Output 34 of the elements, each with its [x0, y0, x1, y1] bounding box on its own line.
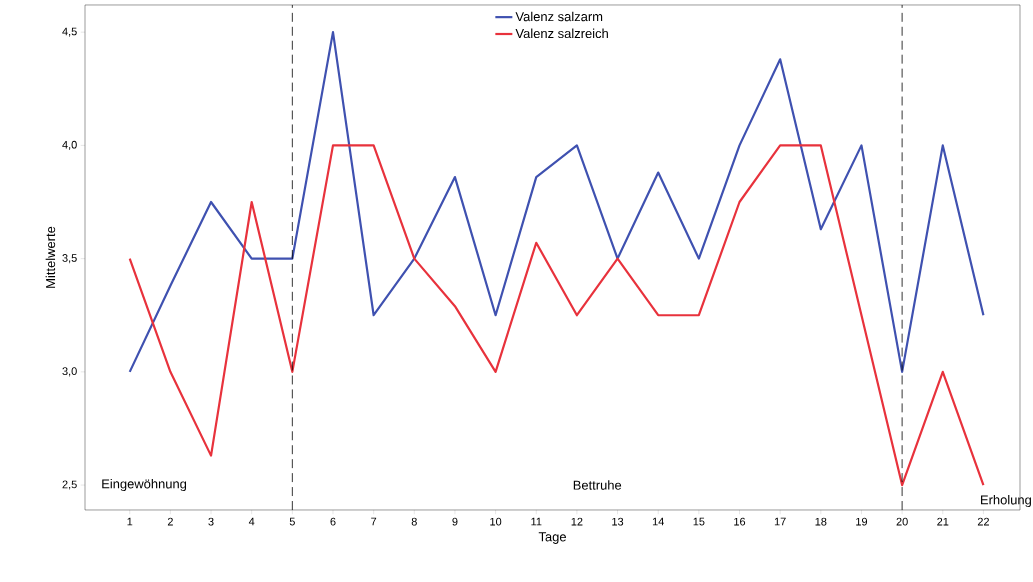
y-tick-label: 3,5 [62, 254, 77, 264]
x-tick-label: 6 [330, 517, 336, 526]
x-tick-label: 2 [167, 517, 173, 526]
x-tick-label: 3 [208, 517, 214, 526]
x-tick-label: 12 [571, 517, 583, 526]
x-tick-label: 10 [490, 517, 502, 526]
x-tick-label: 1 [127, 517, 133, 526]
x-tick-label: 4 [248, 517, 255, 526]
annotation: Eingewöhnung [102, 478, 187, 492]
y-tick-label: 4,0 [62, 140, 77, 150]
x-tick-label: 9 [452, 517, 458, 526]
x-tick-label: 5 [289, 517, 295, 526]
x-axis-title: Tage [538, 532, 566, 544]
x-tick-label: 14 [652, 517, 664, 526]
legend-label: Valenz salzarm [515, 11, 603, 22]
x-tick-label: 15 [693, 517, 705, 526]
y-axis-title: Mittelwerte [45, 226, 56, 288]
y-tick-label: 3,0 [62, 367, 77, 377]
y-tick-label: 2,5 [62, 480, 77, 490]
x-tick-label: 13 [612, 517, 624, 526]
x-tick-label: 18 [815, 517, 827, 526]
x-tick-label: 8 [411, 517, 417, 526]
x-tick-label: 7 [371, 517, 377, 526]
x-tick-label: 17 [774, 517, 786, 526]
x-tick-label: 16 [734, 517, 746, 526]
y-tick-label: 4,5 [62, 27, 77, 37]
annotation: Bettruhe [573, 480, 622, 490]
x-tick-label: 21 [937, 517, 949, 526]
x-tick-label: 20 [896, 517, 908, 526]
x-tick-label: 19 [856, 517, 868, 526]
x-tick-label: 11 [531, 517, 542, 526]
annotation: Erholung [981, 494, 1031, 508]
x-tick-label: 22 [977, 517, 989, 526]
legend-label: Valenz salzreich [515, 28, 608, 39]
